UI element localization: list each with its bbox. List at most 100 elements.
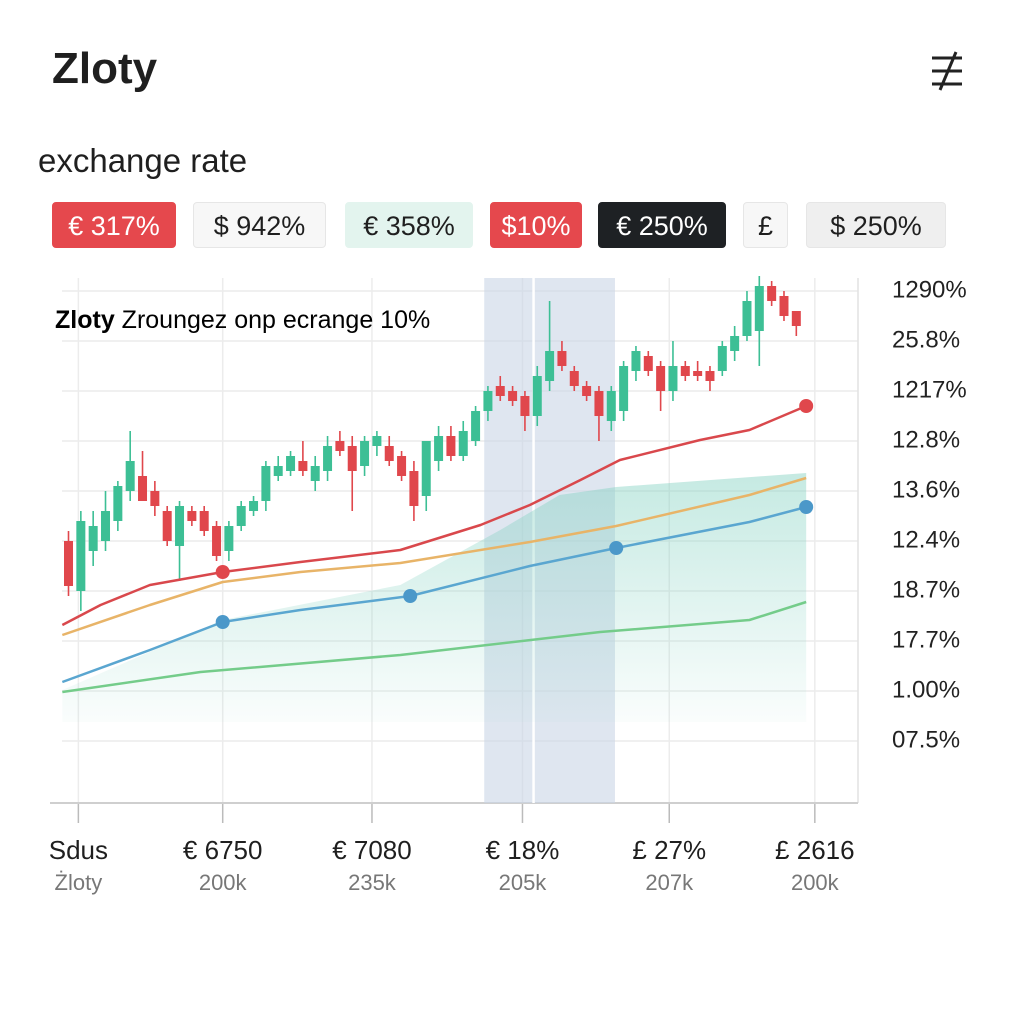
page-subtitle: exchange rate <box>38 142 248 179</box>
point <box>215 565 230 579</box>
candle-body <box>249 501 259 511</box>
y-tick-label: 1290% <box>892 276 967 303</box>
candle-body <box>261 466 271 501</box>
y-tick-label: 17.7% <box>892 626 960 653</box>
candle-body <box>717 346 727 371</box>
line <box>61 476 807 637</box>
candle-body <box>397 456 407 476</box>
y-tick-label: 12.8% <box>892 426 960 453</box>
candle-body <box>310 466 320 481</box>
candle-body <box>680 366 690 376</box>
line <box>61 404 807 627</box>
menu-icon[interactable] <box>922 46 972 96</box>
area <box>62 473 807 722</box>
candle-body <box>619 366 629 411</box>
candle-body <box>582 386 592 396</box>
filter-chip[interactable]: $10% <box>490 202 582 248</box>
candle-body <box>273 466 283 476</box>
candle-body <box>347 446 357 471</box>
filter-chip[interactable]: € 317% <box>52 202 176 248</box>
candle-body <box>286 456 296 471</box>
x-tick-label: € 18% <box>486 835 560 865</box>
candle-body <box>446 436 456 456</box>
point <box>403 589 418 603</box>
candle-body <box>323 446 333 471</box>
candle-body <box>434 436 444 461</box>
candle-body <box>767 286 777 301</box>
candle-body <box>643 356 653 371</box>
candle-body <box>421 441 431 496</box>
candle-body <box>705 371 715 381</box>
candle-body <box>384 446 394 461</box>
y-tick-label: 07.5% <box>892 726 960 753</box>
candle-body <box>532 376 542 416</box>
candle-body <box>212 526 222 556</box>
candle-body <box>335 441 345 451</box>
x-tick-label: £ 2616 <box>775 835 855 865</box>
chart-annotation: Zloty Zroungez onp ecrange 10% <box>55 306 430 334</box>
filter-chip[interactable]: € 250% <box>598 202 726 248</box>
point <box>799 399 814 413</box>
candle-body <box>360 441 370 466</box>
candle-body <box>372 436 382 446</box>
candle-body <box>520 396 530 416</box>
x-tick-label: € 7080 <box>332 835 412 865</box>
y-tick-label: 1217% <box>892 376 967 403</box>
candle-body <box>508 391 518 401</box>
chart: Sdus Żloty € 6750 200k € 7080 235k € 18% 205k £ … <box>49 276 967 895</box>
candle-body <box>754 286 764 331</box>
candle-body <box>150 491 160 506</box>
y-tick-label: 18.7% <box>892 576 960 603</box>
annotation-text: Zroungez onp ecrange 10% <box>122 306 431 334</box>
candle-body <box>668 366 678 391</box>
filter-chip[interactable]: € 358% <box>345 202 473 248</box>
candle-body <box>138 476 148 501</box>
candle-body <box>76 521 86 591</box>
line <box>62 600 807 694</box>
x-tick-label: £ 27% <box>632 835 706 865</box>
candle-body <box>569 371 579 386</box>
x-tick-sublabel: 200k <box>791 870 840 895</box>
y-tick-label: 1.00% <box>892 676 960 703</box>
filter-chip[interactable]: £ <box>743 202 788 248</box>
candle-body <box>64 541 74 586</box>
candle-body <box>545 351 555 381</box>
point <box>215 615 230 629</box>
point <box>799 500 814 514</box>
x-tick-sublabel: 205k <box>499 870 548 895</box>
candle-body <box>88 526 98 551</box>
candle-body <box>791 311 801 326</box>
chip-row: € 317% $ 942% € 358% $10% € 250% £ $ 250% <box>52 202 1012 248</box>
candle-body <box>187 511 197 521</box>
candle-body <box>557 351 567 366</box>
y-tick-label: 13.6% <box>892 476 960 503</box>
x-tick-label: Sdus <box>49 835 108 865</box>
filter-chip[interactable]: $ 250% <box>806 202 946 248</box>
candle-body <box>409 471 419 506</box>
candle-body <box>224 526 234 551</box>
candle-body <box>742 301 752 336</box>
candle-body <box>656 366 666 391</box>
candle-body <box>298 461 308 471</box>
candle-body <box>162 511 172 541</box>
x-tick-sublabel: 235k <box>348 870 397 895</box>
candle-body <box>693 371 703 376</box>
candle-body <box>631 351 641 371</box>
annotation-bold: Zloty <box>55 306 115 334</box>
candle-body <box>779 296 789 316</box>
candle-body <box>471 411 481 441</box>
candle-body <box>483 391 493 411</box>
y-tick-label: 25.8% <box>892 326 960 353</box>
candle-body <box>606 391 616 421</box>
candle-body <box>113 486 123 521</box>
candle-body <box>175 506 185 546</box>
x-tick-sublabel: 200k <box>199 870 248 895</box>
candle-body <box>101 511 111 541</box>
filter-chip[interactable]: $ 942% <box>193 202 326 248</box>
x-tick-sublabel: 207k <box>645 870 694 895</box>
point <box>609 541 624 555</box>
x-tick-sublabel: Żloty <box>55 870 103 895</box>
candle-body <box>730 336 740 351</box>
candle-body <box>199 511 209 531</box>
